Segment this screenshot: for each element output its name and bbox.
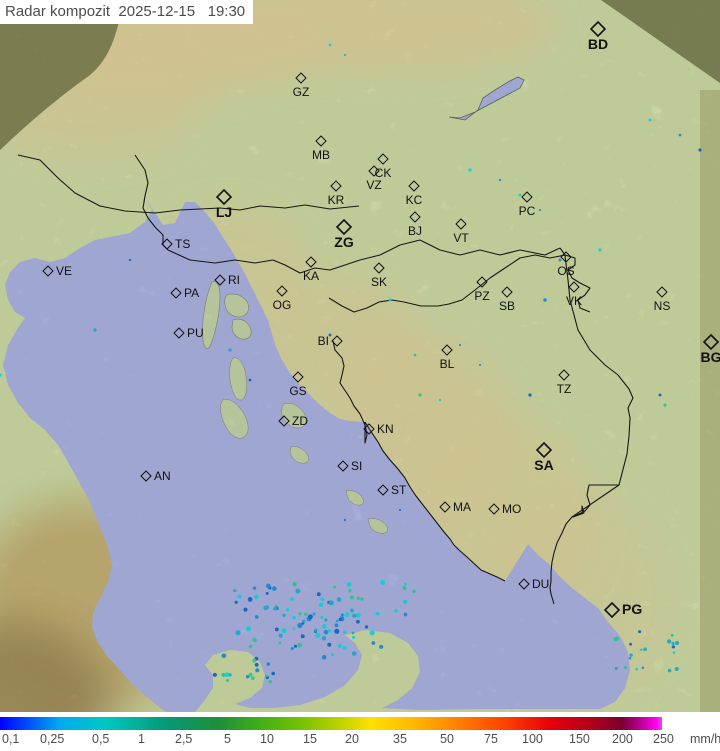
svg-text:VZ: VZ (366, 178, 381, 192)
svg-text:BJ: BJ (408, 224, 422, 238)
svg-text:MO: MO (502, 502, 521, 516)
svg-text:PC: PC (519, 204, 536, 218)
svg-text:KN: KN (377, 422, 394, 436)
svg-text:PG: PG (622, 601, 642, 617)
svg-text:ZD: ZD (292, 414, 308, 428)
svg-text:AN: AN (154, 469, 171, 483)
svg-text:OS: OS (557, 264, 574, 278)
svg-text:NS: NS (654, 299, 671, 313)
svg-text:LJ: LJ (216, 204, 232, 220)
svg-text:MA: MA (453, 500, 471, 514)
svg-text:ST: ST (391, 483, 407, 497)
svg-text:BL: BL (440, 357, 455, 371)
svg-text:KA: KA (303, 269, 319, 283)
svg-text:BD: BD (588, 36, 608, 52)
svg-text:DU: DU (532, 577, 549, 591)
svg-text:RI: RI (228, 273, 240, 287)
svg-text:VE: VE (56, 264, 72, 278)
svg-text:KC: KC (406, 193, 423, 207)
svg-text:SI: SI (351, 459, 362, 473)
svg-text:MB: MB (312, 148, 330, 162)
svg-text:PU: PU (187, 326, 204, 340)
svg-text:SB: SB (499, 299, 515, 313)
svg-text:KR: KR (328, 193, 345, 207)
svg-text:SA: SA (534, 457, 553, 473)
svg-text:VK: VK (566, 294, 582, 308)
svg-text:OG: OG (273, 298, 292, 312)
svg-text:TS: TS (175, 237, 190, 251)
svg-text:TZ: TZ (557, 382, 572, 396)
svg-text:GS: GS (289, 384, 306, 398)
svg-text:BI: BI (318, 334, 329, 348)
svg-text:BG: BG (701, 349, 720, 365)
svg-text:PZ: PZ (474, 289, 489, 303)
svg-text:PA: PA (184, 286, 199, 300)
svg-text:VT: VT (453, 231, 469, 245)
svg-text:GZ: GZ (293, 85, 310, 99)
svg-text:ZG: ZG (334, 234, 354, 250)
svg-text:SK: SK (371, 275, 387, 289)
